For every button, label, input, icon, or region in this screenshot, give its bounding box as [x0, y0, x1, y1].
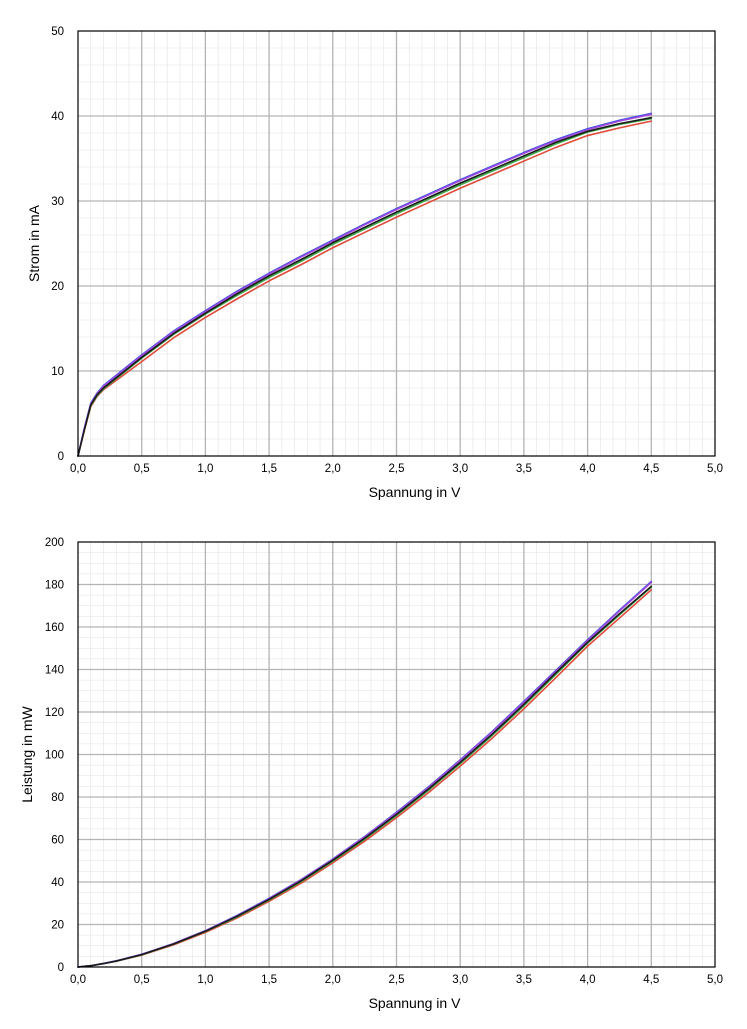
plot-frame — [77, 30, 716, 457]
y-tick-label: 40 — [51, 111, 64, 123]
x-axis-title: Spannung in V — [369, 484, 462, 500]
series-line-3 — [77, 580, 653, 968]
x-tick-label: 3,0 — [452, 974, 468, 986]
y-tick-labels: 0 10 20 30 40 50 — [51, 26, 64, 463]
series-line-1 — [77, 120, 653, 457]
x-tick-label: 0,5 — [134, 463, 150, 475]
data-series — [77, 112, 653, 457]
y-tick-label: 80 — [51, 792, 64, 804]
y-tick-label: 0 — [58, 962, 64, 974]
x-tick-label: 5,0 — [707, 463, 723, 475]
x-tick-label: 5,0 — [707, 974, 723, 986]
x-tick-label: 1,5 — [261, 974, 277, 986]
x-tick-label: 1,0 — [197, 974, 213, 986]
y-tick-label: 30 — [51, 196, 64, 208]
current-voltage-chart: 0,0 0,5 1,0 1,5 2,0 2,5 3,0 3,5 4,0 4,5 5,0 0 10 20 30… — [26, 26, 723, 500]
y-tick-label: 140 — [45, 665, 64, 677]
x-tick-labels: 0,0 0,5 1,0 1,5 2,0 2,5 3,0 3,5 4,0 4,5 5,0 — [70, 974, 723, 986]
y-tick-label: 100 — [45, 750, 64, 762]
y-tick-label: 200 — [45, 537, 64, 549]
y-tick-label: 20 — [51, 920, 64, 932]
x-tick-label: 4,0 — [580, 974, 596, 986]
series-line-5 — [77, 585, 653, 968]
x-tick-label: 3,0 — [452, 463, 468, 475]
x-tick-label: 0,5 — [134, 974, 150, 986]
y-axis-title: Leistung in mW — [19, 705, 35, 802]
x-tick-label: 1,5 — [261, 463, 277, 475]
y-axis-title: Strom in mA — [26, 204, 42, 282]
y-tick-label: 60 — [51, 835, 64, 847]
x-tick-label: 2,5 — [389, 974, 405, 986]
series-line-1 — [77, 589, 653, 968]
x-tick-label: 4,5 — [643, 463, 659, 475]
series-line-4 — [77, 581, 653, 968]
x-tick-label: 0,0 — [70, 463, 86, 475]
plot-frame — [77, 541, 716, 968]
x-tick-label: 4,5 — [643, 974, 659, 986]
x-tick-labels: 0,0 0,5 1,0 1,5 2,0 2,5 3,0 3,5 4,0 4,5 5,0 — [70, 463, 723, 475]
y-tick-label: 120 — [45, 707, 64, 719]
x-tick-label: 2,0 — [325, 974, 341, 986]
y-tick-label: 160 — [45, 622, 64, 634]
x-tick-label: 0,0 — [70, 974, 86, 986]
x-tick-label: 1,0 — [197, 463, 213, 475]
y-tick-label: 20 — [51, 281, 64, 293]
power-voltage-chart: 0,0 0,5 1,0 1,5 2,0 2,5 3,0 3,5 4,0 4,5 5,0 0 20 40 60… — [19, 537, 723, 1011]
y-tick-label: 50 — [51, 26, 64, 38]
series-line-2 — [77, 586, 653, 968]
x-tick-label: 2,5 — [389, 463, 405, 475]
y-tick-labels: 0 20 40 60 80 100 120 140 160 180 200 — [45, 537, 64, 974]
x-tick-label: 3,5 — [516, 974, 532, 986]
major-gridlines — [78, 31, 715, 456]
y-tick-label: 40 — [51, 877, 64, 889]
x-tick-label: 2,0 — [325, 463, 341, 475]
y-tick-label: 180 — [45, 580, 64, 592]
x-tick-label: 4,0 — [580, 463, 596, 475]
series-line-5 — [77, 116, 653, 457]
y-tick-label: 0 — [58, 451, 64, 463]
y-tick-label: 10 — [51, 366, 64, 378]
series-line-4 — [77, 113, 653, 457]
x-axis-title: Spannung in V — [369, 995, 462, 1011]
series-line-2 — [77, 117, 653, 457]
series-line-3 — [77, 112, 653, 457]
x-tick-label: 3,5 — [516, 463, 532, 475]
data-series — [77, 580, 653, 968]
